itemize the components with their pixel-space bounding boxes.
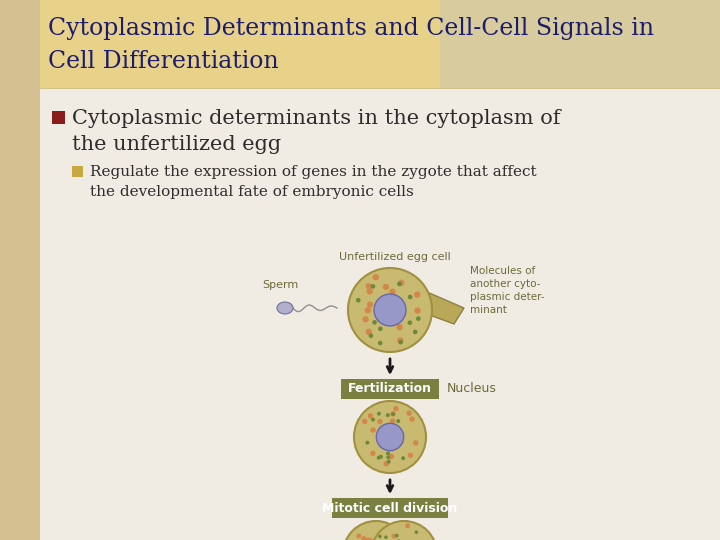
Circle shape [365, 441, 369, 444]
Circle shape [367, 301, 373, 308]
Circle shape [371, 417, 375, 422]
Text: the unfertilized egg: the unfertilized egg [72, 134, 281, 153]
Circle shape [414, 292, 420, 298]
Bar [332, 498, 448, 518]
Circle shape [377, 423, 404, 451]
Circle shape [364, 307, 371, 313]
Circle shape [370, 427, 376, 433]
Text: another cyto-: another cyto- [470, 279, 541, 289]
Text: plasmic deter-: plasmic deter- [470, 292, 544, 302]
Text: Sperm: Sperm [262, 280, 298, 290]
Circle shape [366, 288, 373, 295]
Circle shape [401, 456, 405, 460]
Circle shape [366, 329, 372, 335]
Text: Mitotic cell division: Mitotic cell division [323, 502, 458, 515]
Text: Cell Differentiation: Cell Differentiation [48, 51, 279, 73]
Circle shape [371, 284, 375, 289]
Circle shape [390, 288, 395, 295]
Circle shape [408, 453, 413, 458]
Circle shape [386, 455, 390, 460]
Bar [0, 0, 40, 540]
Circle shape [408, 295, 413, 299]
Circle shape [387, 460, 391, 464]
Circle shape [361, 536, 366, 540]
Circle shape [386, 451, 390, 455]
Bar [341, 379, 439, 399]
Circle shape [384, 461, 389, 467]
Circle shape [370, 451, 376, 456]
Circle shape [397, 338, 403, 343]
Circle shape [405, 523, 410, 528]
Circle shape [395, 534, 399, 537]
Circle shape [348, 268, 432, 352]
Circle shape [397, 539, 400, 540]
Circle shape [397, 324, 402, 330]
Circle shape [391, 412, 395, 416]
Circle shape [398, 280, 405, 286]
Circle shape [396, 419, 400, 423]
Circle shape [386, 413, 390, 417]
Text: Molecules of: Molecules of [470, 266, 535, 276]
Circle shape [362, 316, 369, 322]
Circle shape [392, 534, 397, 539]
Circle shape [378, 327, 382, 331]
Circle shape [377, 456, 381, 460]
Circle shape [365, 537, 370, 540]
Circle shape [373, 274, 379, 280]
Circle shape [371, 521, 437, 540]
Circle shape [354, 401, 426, 473]
Circle shape [366, 283, 372, 289]
Circle shape [362, 418, 367, 424]
Circle shape [368, 538, 373, 540]
Text: the developmental fate of embryonic cells: the developmental fate of embryonic cell… [90, 185, 414, 199]
Ellipse shape [277, 302, 293, 314]
Text: Unfertilized egg cell: Unfertilized egg cell [339, 252, 451, 262]
Circle shape [410, 416, 415, 422]
Circle shape [374, 294, 406, 326]
Circle shape [372, 320, 377, 325]
Circle shape [406, 410, 412, 416]
Circle shape [390, 418, 395, 424]
Text: Fertilization: Fertilization [348, 382, 432, 395]
Circle shape [369, 333, 373, 338]
Circle shape [378, 535, 382, 538]
Bar [40, 0, 440, 88]
Text: Cytoplasmic determinants in the cytoplasm of: Cytoplasmic determinants in the cytoplas… [72, 109, 560, 127]
Circle shape [398, 340, 403, 345]
Text: Cytoplasmic Determinants and Cell-Cell Signals in: Cytoplasmic Determinants and Cell-Cell S… [48, 17, 654, 39]
Circle shape [413, 329, 418, 334]
Circle shape [397, 282, 402, 286]
Circle shape [393, 406, 399, 411]
Circle shape [368, 413, 373, 418]
Circle shape [356, 534, 361, 538]
Circle shape [415, 308, 420, 314]
Circle shape [343, 521, 409, 540]
Bar [440, 0, 720, 88]
Polygon shape [427, 292, 464, 324]
Circle shape [390, 411, 396, 416]
Text: minant: minant [470, 305, 507, 315]
Bar [52, 111, 65, 124]
Circle shape [379, 455, 383, 458]
Circle shape [383, 284, 389, 290]
Circle shape [408, 320, 413, 325]
Circle shape [377, 411, 381, 416]
Circle shape [356, 298, 361, 302]
Text: Nucleus: Nucleus [447, 382, 497, 395]
Circle shape [384, 535, 388, 539]
Bar [72, 166, 83, 177]
Circle shape [378, 341, 382, 345]
Circle shape [413, 440, 418, 445]
Text: Regulate the expression of genes in the zygote that affect: Regulate the expression of genes in the … [90, 165, 536, 179]
Circle shape [389, 454, 394, 459]
Circle shape [415, 530, 418, 534]
Circle shape [377, 418, 382, 424]
Circle shape [416, 316, 420, 321]
